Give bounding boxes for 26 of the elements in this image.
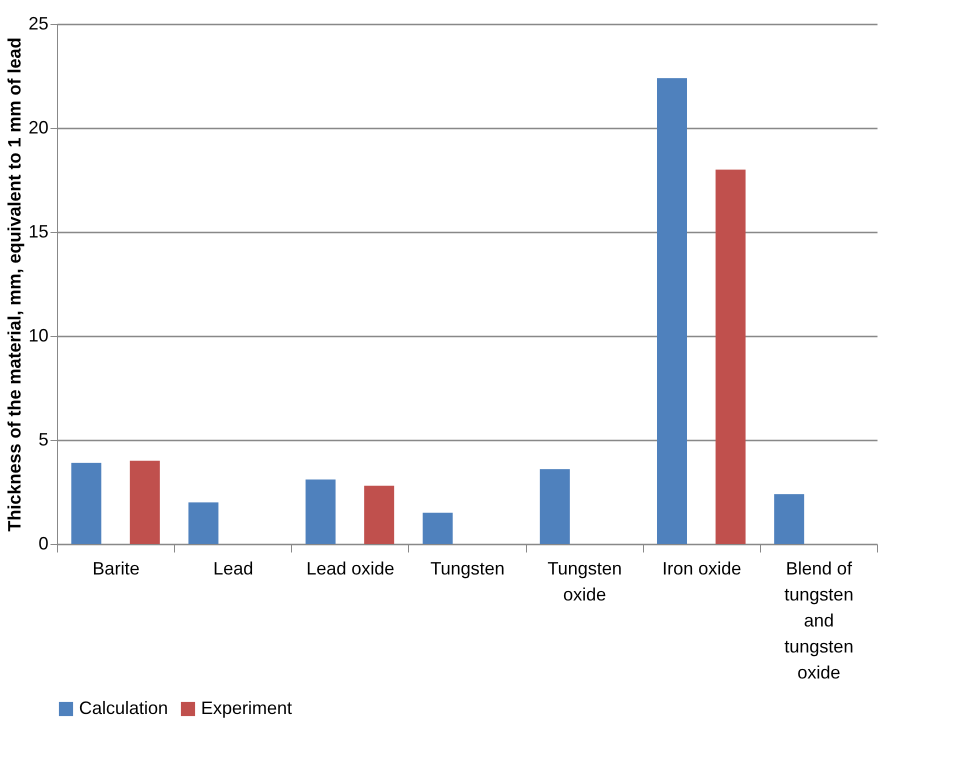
bar (540, 469, 570, 544)
y-axis-title: Thickness of the material, mm, equivalent to 1 mm of lead (4, 37, 24, 532)
legend-label: Experiment (201, 698, 292, 718)
bar (774, 494, 804, 544)
bar (71, 462, 102, 544)
y-tick-label: 10 (28, 326, 48, 346)
x-tick-label: Iron oxide (662, 558, 742, 578)
y-tick-label: 0 (38, 534, 48, 554)
bar (306, 480, 336, 544)
y-tick-label: 20 (28, 118, 48, 138)
bar (364, 486, 394, 544)
bar (130, 460, 160, 544)
y-tick-label: 5 (38, 430, 48, 450)
bar (422, 512, 453, 544)
x-tick-label: Blend of tungsten and tungsten oxide (784, 558, 854, 682)
y-tick-label: 25 (28, 14, 48, 34)
bar (716, 170, 746, 544)
x-tick-label: Lead oxide (306, 558, 394, 578)
x-tick-label: Tungsten oxide (547, 558, 622, 604)
x-tick-label: Barite (92, 558, 140, 578)
x-tick-label: Lead (213, 558, 254, 578)
y-tick-label: 15 (28, 222, 48, 242)
bar (188, 502, 218, 544)
legend-label: Calculation (79, 698, 168, 718)
bar (657, 78, 687, 544)
x-tick-label: Tungsten (430, 558, 505, 578)
